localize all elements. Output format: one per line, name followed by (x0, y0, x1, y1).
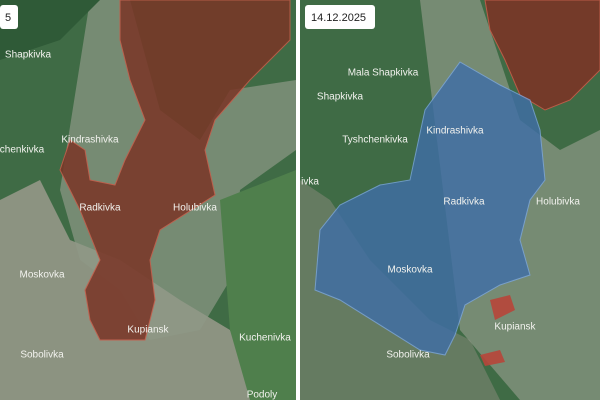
place-label: Shapkivka (5, 50, 52, 61)
place-label: Moskovka (387, 265, 432, 276)
date-label: 5 (5, 12, 11, 24)
place-label: Kupiansk (494, 322, 536, 333)
place-label: Podoly (247, 390, 278, 400)
place-label: Holubivka (173, 203, 217, 214)
labels: 5 Shapkivka Kindrashivka chenkivka Radkivka H… (0, 12, 580, 400)
place-label: Kuchenivka (239, 333, 291, 344)
place-label: Sobolivka (20, 350, 64, 361)
place-label: Tyshchenkivka (342, 135, 408, 146)
place-label: Kindrashivka (426, 126, 484, 137)
right-map (300, 0, 600, 400)
place-label: Mala Shapkivka (348, 68, 419, 79)
place-label: Shapkivka (317, 92, 364, 103)
place-label: ivka (301, 177, 319, 188)
place-label: Holubivka (536, 197, 580, 208)
place-label: chenkivka (0, 145, 45, 156)
place-label: Sobolivka (386, 350, 430, 361)
date-label: 14.12.2025 (311, 12, 366, 24)
place-label: Kindrashivka (61, 135, 119, 146)
left-map (0, 0, 296, 400)
place-label: Radkivka (443, 197, 485, 208)
place-label: Moskovka (19, 270, 64, 281)
place-label: Kupiansk (127, 325, 169, 336)
place-label: Radkivka (79, 203, 121, 214)
